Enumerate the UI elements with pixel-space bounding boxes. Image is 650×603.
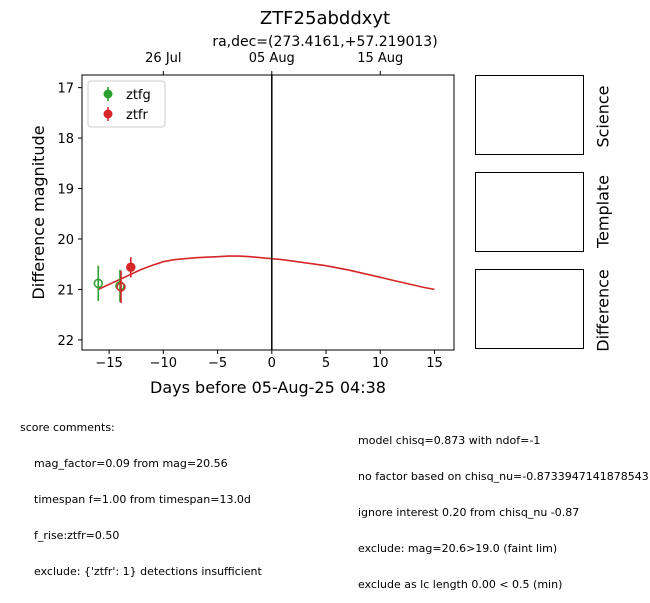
x-tick-label: 5	[322, 356, 330, 371]
y-axis-label: Difference magnitude	[29, 125, 48, 299]
comment-line: exclude: {'ztfr': 1} detections insuffic…	[34, 565, 262, 578]
x-tick-label: −5	[208, 356, 227, 371]
x-tick-label: −15	[95, 356, 122, 371]
legend-marker	[103, 109, 113, 119]
top-tick-label: 15 Aug	[357, 51, 403, 66]
ztfg-data-point	[115, 281, 125, 291]
comment-line: timespan f=1.00 from timespan=13.0d	[34, 493, 251, 506]
legend-label-ztfg: ztfg	[126, 88, 151, 103]
y-tick-label: 21	[57, 283, 74, 298]
legend-label-ztfr: ztfr	[126, 108, 148, 123]
model-curve	[97, 255, 435, 291]
template-panel-label: Template	[593, 175, 613, 249]
y-tick-label: 20	[57, 233, 74, 248]
difference-panel-label: Difference	[593, 269, 613, 352]
comment-line: mag_factor=0.09 from mag=20.56	[34, 457, 228, 470]
comment-line: model chisq=0.873 with ndof=-1	[358, 434, 541, 447]
comment-line: ignore interest 0.20 from chisq_nu -0.87	[358, 506, 580, 519]
x-tick-label: −10	[150, 356, 177, 371]
y-tick-label: 19	[57, 183, 74, 198]
top-tick-label: 26 Jul	[145, 51, 181, 66]
science-panel	[475, 75, 584, 155]
comment-line: no factor based on chisq_nu=-0.873394714…	[358, 470, 649, 483]
comment-line: exclude as lc length 0.00 < 0.5 (min)	[358, 578, 563, 591]
model-comments: model chisq=0.873 with ndof=-1 no factor…	[358, 411, 649, 603]
y-tick-label: 17	[57, 82, 74, 97]
figure-subtitle: ra,dec=(273.4161,+57.219013)	[212, 34, 438, 50]
science-panel-label: Science	[593, 85, 613, 148]
difference-panel	[475, 269, 584, 349]
y-tick-label: 22	[57, 334, 74, 349]
legend-marker	[103, 89, 113, 99]
comment-line: f_rise:ztfr=0.50	[34, 529, 120, 542]
plot-frame	[81, 74, 455, 351]
figure-title: ZTF25abddxyt	[259, 8, 391, 29]
lightcurve-figure: −15 −10 −5 0 5 10 15 17 18 19 20 21 22 26 Jul 05 Aug 15…	[29, 51, 455, 397]
x-tick-label: 10	[372, 356, 389, 371]
ztfg-data-point	[93, 278, 104, 289]
x-tick-label: 0	[268, 356, 276, 371]
y-tick-label: 18	[57, 132, 74, 147]
score-comments: score comments: mag_factor=0.09 from mag…	[20, 398, 262, 590]
ztfr-data-point	[126, 262, 136, 272]
top-tick-label: 05 Aug	[249, 51, 295, 66]
comment-line: score comments:	[20, 421, 115, 434]
x-axis-label: Days before 05-Aug-25 04:38	[150, 378, 386, 397]
template-panel	[475, 172, 584, 252]
comment-line: exclude: mag=20.6>19.0 (faint lim)	[358, 542, 558, 555]
x-tick-label: 15	[426, 356, 443, 371]
ztfr-data-point	[116, 282, 126, 292]
